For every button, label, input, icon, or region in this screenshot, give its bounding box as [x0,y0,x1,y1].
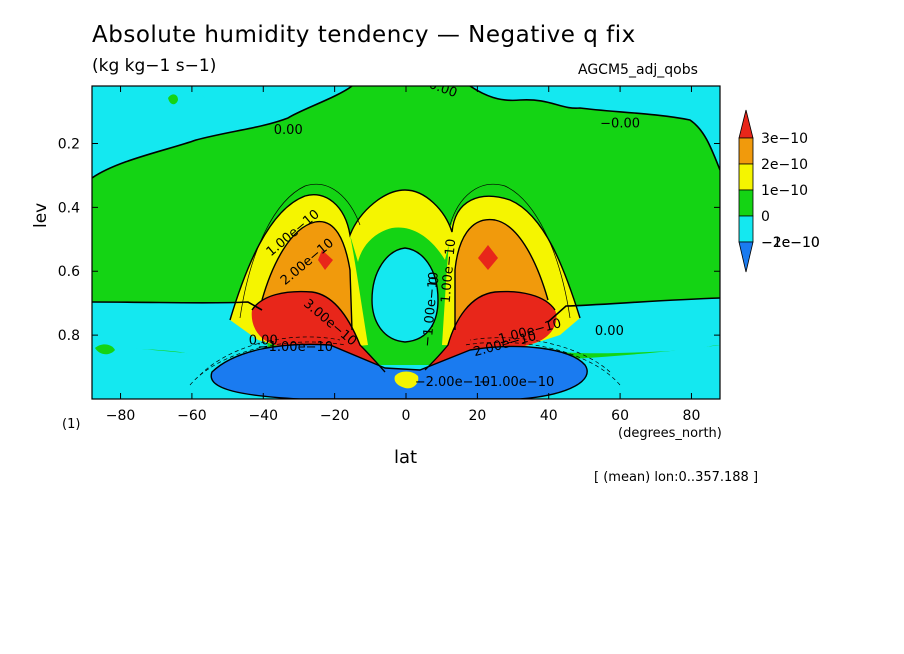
y-tick-label: 0.4 [58,200,80,216]
contour-thin-left [239,184,361,319]
color-legend: 3e−10 2e−10 1e−10 0 −1e−10−2e−10 [738,109,820,273]
contour-label-7: 0 [427,276,443,286]
contour-3e10-left [251,290,386,373]
x-axis: −80 −60 −40 −20 0 20 40 60 80 [106,86,701,424]
x-tick-label: 20 [468,408,486,424]
x-tick-label: −60 [177,408,207,424]
contour-neg2e10 [210,343,588,399]
region-3e10-spot-left [318,250,333,270]
contour-dashed-left2 [189,341,346,386]
legend-swatch-0 [738,109,754,139]
region-neg2e10-surface [211,344,588,399]
patch-top-right [676,145,692,158]
y-axis: 0.2 0.4 0.6 0.8 [58,136,720,344]
region-1e10-equator-surface [394,371,419,389]
region-neg-top-right [470,86,720,170]
x-tick-label: 40 [540,408,558,424]
region-3e10-spot-right [478,245,498,270]
contour-label-14: −2.00e−10 [415,375,490,390]
patch-top-left [168,94,178,105]
legend-swatch-3 [738,189,754,217]
legend-label-0: 3e−10 [761,131,808,147]
contour-label-8: 1.00e−10 [439,238,460,303]
x-tick-label: 80 [683,408,701,424]
contour-label-0: 0.00 [274,123,303,138]
contour-lines [92,86,720,399]
legend-label-3: 0 [761,209,770,225]
legend-label-1: 2e−10 [761,157,808,173]
contour-fills [92,86,720,399]
patch-low-left [95,344,115,355]
contour-label-12: 0.00 [249,334,278,349]
contour-dashed-right2 [464,342,621,386]
region-neg-top-left [92,86,352,178]
y-tick-label: 0.6 [58,264,80,280]
contour-2e10-left [261,220,353,331]
contour-dashed-left [199,336,341,376]
contour-label-13: −1.00e−10 [258,340,333,355]
contour-zero-top-left [92,86,353,179]
x-tick-label: −40 [248,408,278,424]
contour-thin-right [449,184,571,319]
x-tick-label: −80 [106,408,136,424]
y-tick-label: 0.8 [58,328,80,344]
chart-title: Absolute humidity tendency — Negative q … [92,22,636,48]
x-tick-label: 60 [611,408,629,424]
legend-swatch-4 [738,215,754,243]
legend-swatch-2 [738,163,754,191]
region-3e10-right [425,291,557,372]
contour-equator-neg [371,247,439,343]
contour-2e10-right [454,218,549,330]
dataset-name: AGCM5_adj_qobs [578,62,698,78]
x-tick-label: −20 [320,408,350,424]
chart-units: (kg kg−1 s−1) [92,56,217,76]
contour-label-11: 0.00 [595,324,624,339]
legend-label-2: 1e−10 [761,183,808,199]
contour-3e10-right [424,290,556,371]
y-tick-label: 0.2 [58,136,80,152]
contour-label-15: −1.00e−10 [479,375,554,390]
legend-swatch-1 [738,137,754,165]
contour-zero-low-left [92,301,263,311]
x-axis-label: lat [394,447,418,468]
legend-label-4: −1e−10 [761,235,820,251]
x-axis-units: (degrees_north) [618,426,722,441]
region-neg-equator [372,248,438,342]
footnote: (1) [62,417,81,432]
contour-1e10-outer [229,189,581,321]
x-tick-label: 0 [402,408,411,424]
region-neg-top-patch [195,86,260,105]
contour-dashed-right [469,337,611,373]
legend-label-5: −2e−10 [761,235,820,251]
mean-info: [ (mean) lon:0..357.188 ] [594,470,759,485]
contour-label-6: −1.00e−10 [420,271,442,347]
legend-swatch-5 [738,241,754,273]
region-1e10-arch [350,190,452,262]
contour-zero-top-right [469,86,720,171]
contour-zero-low-right [547,297,720,323]
contour-label-2: −0.00 [600,117,640,132]
